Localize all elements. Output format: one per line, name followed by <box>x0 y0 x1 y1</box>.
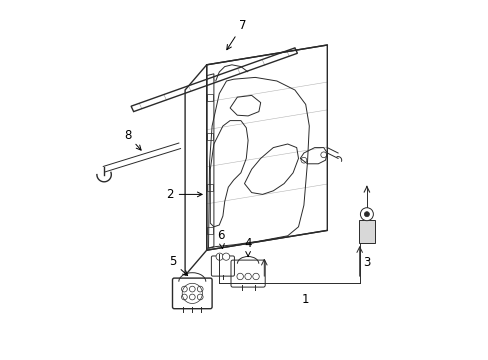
Text: 2: 2 <box>166 188 202 201</box>
Text: 8: 8 <box>123 129 141 150</box>
Bar <box>207 227 213 234</box>
Bar <box>207 133 213 140</box>
Bar <box>207 184 213 191</box>
Circle shape <box>360 208 373 221</box>
Text: 4: 4 <box>244 237 251 256</box>
Text: 3: 3 <box>363 256 370 269</box>
Text: 1: 1 <box>301 293 309 306</box>
Text: 7: 7 <box>226 19 246 50</box>
Text: 6: 6 <box>217 229 224 248</box>
Circle shape <box>364 212 368 217</box>
Circle shape <box>222 253 229 260</box>
FancyBboxPatch shape <box>358 220 374 243</box>
Bar <box>207 94 213 101</box>
Circle shape <box>216 253 223 260</box>
Text: 5: 5 <box>168 255 187 275</box>
